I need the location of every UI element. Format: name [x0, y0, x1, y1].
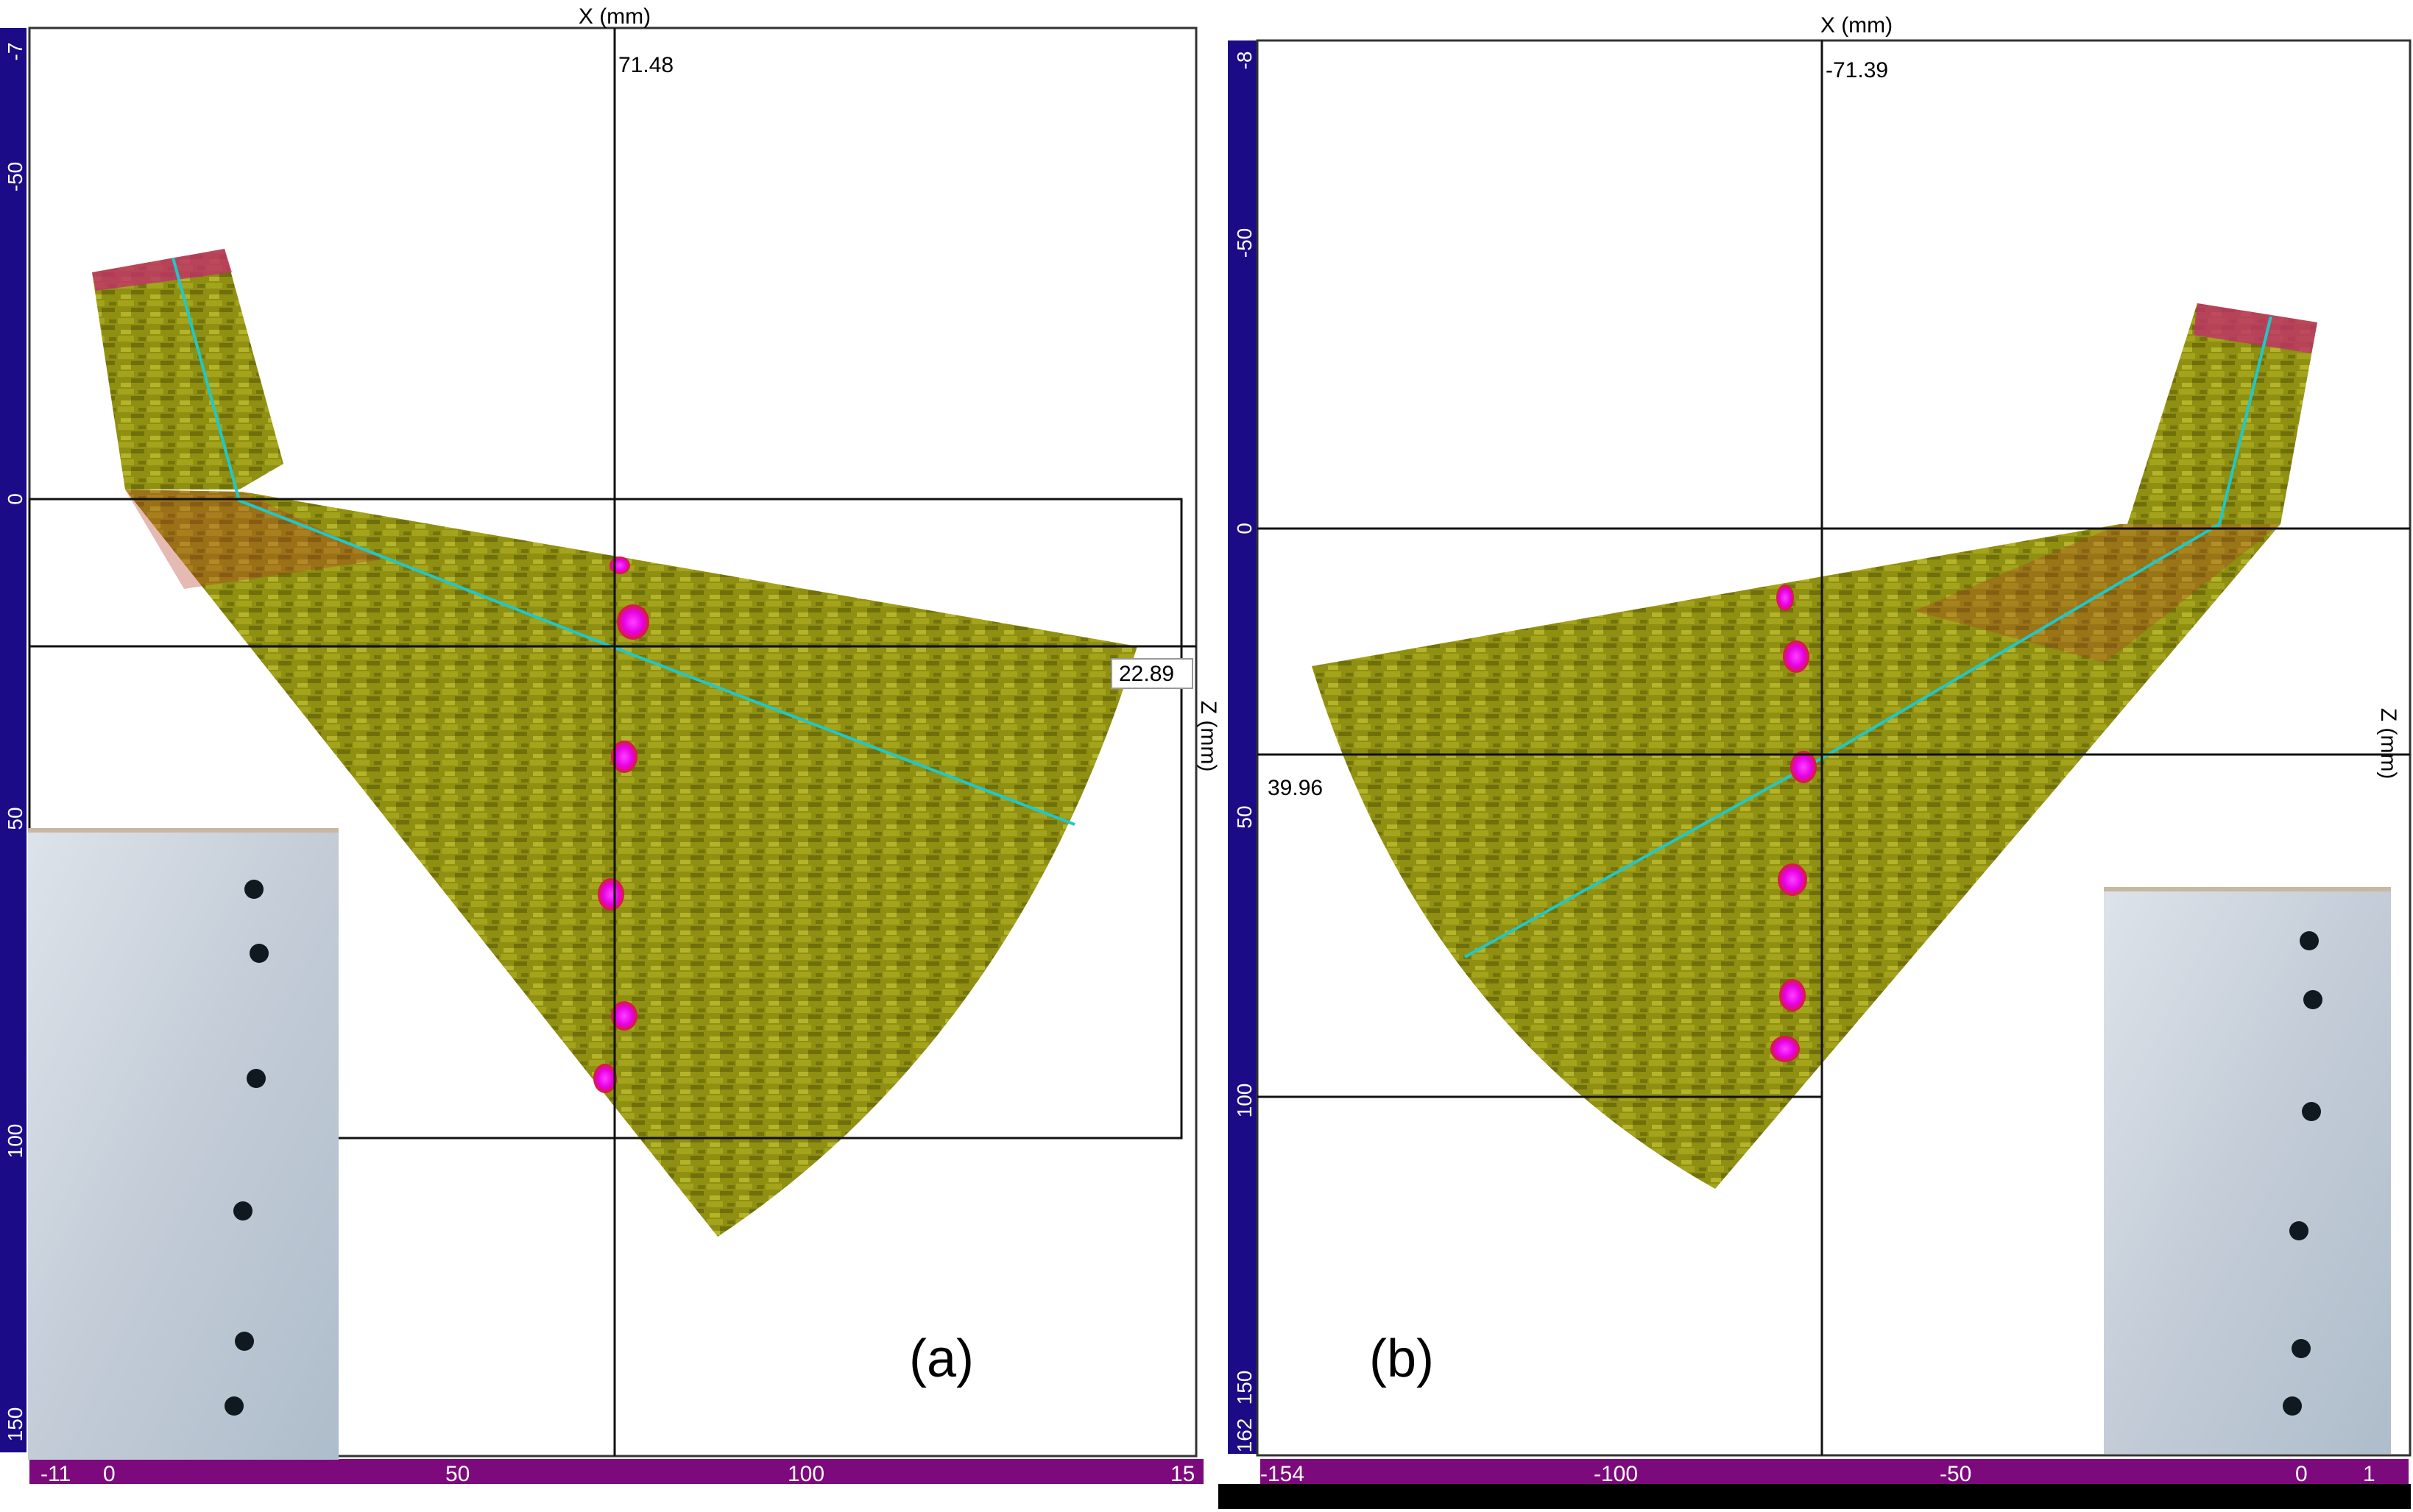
left-tick-label: 100 [4, 1124, 27, 1159]
indications-b [1770, 584, 1817, 1062]
specimen-photo-a [28, 828, 339, 1460]
indication-mark [610, 557, 630, 574]
indication-mark [1779, 979, 1806, 1011]
indication-mark [611, 1001, 637, 1031]
indications-a [593, 557, 649, 1093]
panel-caption: (b) [1369, 1329, 1434, 1388]
indication-mark [611, 741, 637, 773]
panel-a: -7 -50 0 50 100 150 -11 0 50 100 15 X (m… [0, 4, 1220, 1486]
hole [2292, 1339, 2311, 1358]
hole [235, 1332, 254, 1351]
bottom-bar-b [1218, 1484, 2411, 1509]
cursor-lines-b [1257, 40, 2410, 1455]
panel-caption: (a) [909, 1329, 974, 1388]
left-tick-label: 50 [4, 807, 27, 830]
bottom-tick-label: 1 [2363, 1462, 2375, 1486]
sector-scan-a [92, 249, 1137, 1237]
indication-mark [617, 604, 649, 640]
x-axis-title: X (mm) [579, 4, 651, 29]
plot-frame-b [1256, 39, 2412, 1457]
x-axis-title: X (mm) [1820, 13, 1893, 38]
left-tick-label: 50 [1233, 805, 1256, 828]
panel-b: -8 -50 0 50 100 150 162 -154 -100 -50 0 … [1218, 13, 2412, 1509]
bottom-tick-label: 0 [2295, 1462, 2308, 1486]
left-ruler-b [1228, 40, 1257, 1454]
indication-mark [1778, 863, 1807, 896]
indication-mark [593, 1064, 617, 1093]
cursor-lines-a [28, 28, 1196, 1456]
indication-mark [1776, 584, 1794, 611]
left-tick-label: -7 [4, 43, 27, 61]
hole [247, 1069, 266, 1088]
hole [2303, 990, 2322, 1009]
hole [250, 944, 269, 963]
hole [2300, 931, 2319, 950]
bottom-tick-label: 0 [103, 1462, 116, 1486]
bottom-tick-label: -50 [1940, 1462, 1971, 1486]
bottom-tick-label: 15 [1170, 1462, 1195, 1486]
left-tick-label: -50 [1233, 228, 1256, 258]
hole [2289, 1221, 2308, 1240]
indication-mark [1790, 751, 1817, 783]
hole [2302, 1102, 2321, 1121]
left-tick-label: 150 [4, 1407, 27, 1442]
bottom-tick-label: -154 [1260, 1462, 1304, 1486]
specimen-photo-b [2104, 887, 2391, 1454]
bottom-ruler-a [29, 1459, 1204, 1484]
left-tick-label: -50 [4, 162, 27, 191]
z-axis-title: Z (mm) [2376, 708, 2400, 780]
sector-scan-b [1312, 303, 2317, 1189]
hole [2283, 1396, 2302, 1416]
indication-mark [598, 878, 624, 911]
z-cursor-readout: 22.89 [1119, 662, 1174, 686]
left-tick-label: 150 [1233, 1371, 1256, 1405]
left-tick-label: -8 [1233, 52, 1256, 70]
beam-line [1464, 316, 2272, 958]
indication-mark [1770, 1036, 1800, 1062]
x-cursor-readout: 71.48 [618, 53, 674, 77]
left-tick-label: 0 [4, 493, 27, 505]
bottom-tick-label: 100 [788, 1462, 824, 1486]
hole [244, 880, 264, 899]
left-tick-label: 100 [1233, 1084, 1256, 1118]
hole [233, 1201, 252, 1220]
bottom-ruler-b [1260, 1459, 2409, 1484]
indication-mark [1783, 640, 1809, 673]
left-tick-label: 162 [1233, 1419, 1256, 1453]
z-cursor-readout: 39.96 [1268, 776, 1323, 800]
bottom-tick-label: -100 [1594, 1462, 1638, 1486]
hole [225, 1396, 244, 1416]
bottom-tick-label: 50 [445, 1462, 470, 1486]
bottom-tick-label: -11 [40, 1462, 71, 1486]
beam-line [172, 257, 1075, 826]
left-tick-label: 0 [1233, 523, 1256, 534]
left-ruler-a [0, 28, 27, 1452]
x-cursor-readout: -71.39 [1826, 58, 1888, 82]
z-axis-title: Z (mm) [1196, 701, 1220, 772]
